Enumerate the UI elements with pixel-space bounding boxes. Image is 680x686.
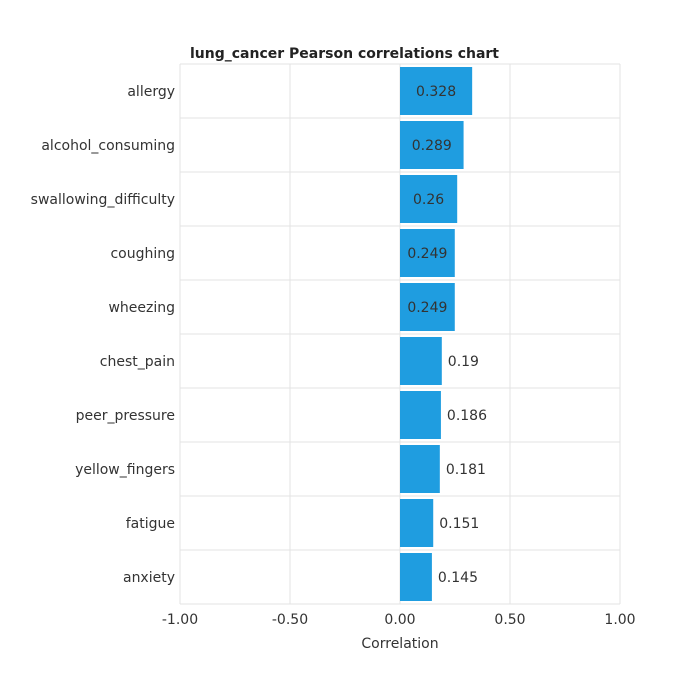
bar-value-label: 0.19 — [448, 354, 479, 370]
x-axis-ticks: -1.00 -0.50 0.00 0.50 1.00 — [162, 612, 636, 628]
category-label: alcohol_consuming — [41, 138, 175, 154]
category-label: wheezing — [108, 300, 175, 316]
category-label: yellow_fingers — [75, 462, 175, 478]
bar-value-label: 0.26 — [413, 192, 444, 208]
bar-value-label: 0.289 — [412, 138, 452, 154]
bar-value-label: 0.249 — [407, 246, 447, 262]
bar-value-label: 0.145 — [438, 570, 478, 586]
bar-fatigue — [400, 499, 434, 547]
bar-value-label: 0.186 — [447, 408, 487, 424]
bar-layer — [400, 67, 473, 601]
x-tick-label: 0.50 — [494, 612, 525, 628]
category-label: chest_pain — [100, 354, 175, 370]
bar-peer_pressure — [400, 391, 441, 439]
x-tick-label: -0.50 — [272, 612, 308, 628]
bar-value-label: 0.249 — [407, 300, 447, 316]
category-label: swallowing_difficulty — [31, 192, 175, 208]
grid-layer — [179, 63, 621, 605]
bar-yellow_fingers — [400, 445, 440, 493]
x-tick-label: 0.00 — [384, 612, 415, 628]
bar-coughing — [400, 229, 455, 277]
x-tick-label: 1.00 — [604, 612, 635, 628]
bar-value-label: 0.328 — [416, 84, 456, 100]
category-label: anxiety — [123, 570, 175, 586]
x-axis-title: Correlation — [361, 636, 438, 652]
bar-wheezing — [400, 283, 455, 331]
bar-anxiety — [400, 553, 432, 601]
bar-allergy — [400, 67, 473, 115]
x-tick-label: -1.00 — [162, 612, 198, 628]
bar-swallowing_difficulty — [400, 175, 458, 223]
bar-alcohol_consuming — [400, 121, 464, 169]
bar-value-label: 0.181 — [446, 462, 486, 478]
chart-title: lung_cancer Pearson correlations chart — [190, 46, 499, 62]
category-label: allergy — [127, 84, 175, 100]
category-label: coughing — [110, 246, 175, 262]
label-layer: allergy 0.328 alcohol_consuming 0.289 swallo… — [31, 84, 487, 586]
category-label: fatigue — [126, 516, 175, 532]
category-label: peer_pressure — [76, 408, 175, 424]
bar-value-label: 0.151 — [439, 516, 479, 532]
bar-chest_pain — [400, 337, 442, 385]
